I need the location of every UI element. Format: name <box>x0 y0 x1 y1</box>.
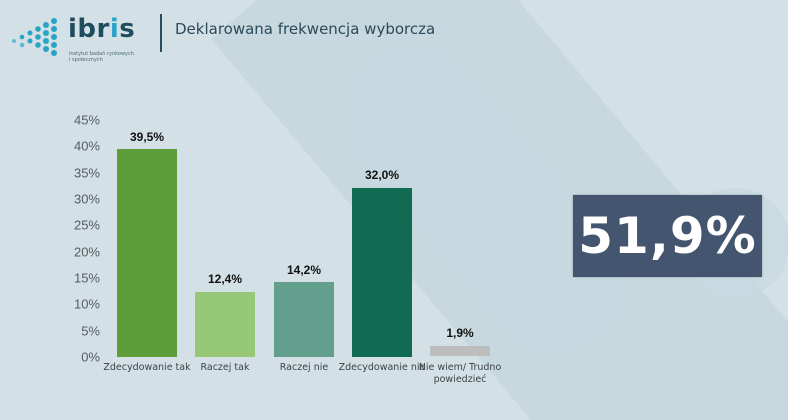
y-tick-35: 35% <box>73 165 100 181</box>
category-label-raczej-nie: Raczej nie <box>279 362 329 373</box>
bar-raczej-nie <box>274 282 334 357</box>
y-tick-5: 5% <box>81 323 100 339</box>
bar-raczej-tak <box>195 292 255 357</box>
bar-zdecydowanie-nie <box>352 188 412 357</box>
y-tick-20: 20% <box>73 244 100 260</box>
turnout-highlight-value: 51,9% <box>578 207 757 265</box>
logo-subtitle: instytut badań rynkowych i społecznych <box>69 51 134 63</box>
bar-value-zdecydowanie-tak: 39,5% <box>129 130 165 144</box>
bar-value-raczej-tak: 12,4% <box>207 272 243 286</box>
category-label-zdecydowanie-tak: Zdecydowanie tak <box>103 362 191 373</box>
category-label-nie-wiem: Nie wiem/ Trudno powiedzieć <box>418 362 502 385</box>
bar-zdecydowanie-tak <box>117 149 177 357</box>
y-tick-25: 25% <box>73 217 100 233</box>
category-label-zdecydowanie-nie: Zdecydowanie nie <box>338 362 426 373</box>
logo-wordmark: ibris <box>68 14 136 44</box>
y-tick-10: 10% <box>73 296 100 312</box>
page-title: Deklarowana frekwencja wyborcza <box>175 20 436 38</box>
bar-nie-wiem <box>430 346 490 356</box>
bar-value-nie-wiem: 1,9% <box>446 326 474 340</box>
y-tick-15: 15% <box>73 270 100 286</box>
bar-value-zdecydowanie-nie: 32,0% <box>364 168 400 182</box>
y-tick-30: 30% <box>73 191 100 207</box>
turnout-highlight-box: 51,9% <box>573 195 762 277</box>
y-tick-45: 45% <box>73 112 100 128</box>
y-tick-40: 40% <box>73 138 100 154</box>
y-tick-0: 0% <box>81 349 100 365</box>
ibris-logo: ibris instytut badań rynkowych i społecz… <box>8 14 148 64</box>
logo-dots-icon <box>12 18 57 56</box>
header-divider <box>160 14 162 52</box>
bar-value-raczej-nie: 14,2% <box>286 263 322 277</box>
category-label-raczej-tak: Raczej tak <box>200 362 250 373</box>
